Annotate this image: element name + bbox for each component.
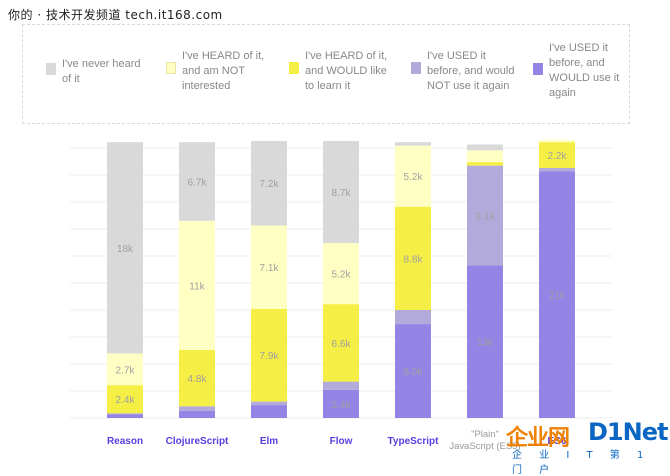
category-label: Elm	[260, 436, 278, 447]
category-label: ES6	[548, 436, 567, 447]
category-label: Reason	[107, 436, 143, 447]
legend-swatch	[46, 63, 56, 75]
legend-label: I've never heard of it	[62, 58, 141, 85]
legend-label: I've HEARD of it, and WOULD like to lear…	[305, 50, 388, 92]
bar-value-label: 4.8k	[188, 374, 208, 385]
logo-left: 企业网	[506, 426, 570, 451]
legend-swatch	[533, 63, 543, 75]
bar-value-label: 6.6k	[332, 339, 352, 350]
watermark-top: 你的 · 技术开发频道 tech.it168.com	[8, 8, 223, 22]
bar-segment	[179, 349, 215, 407]
bar-segment	[467, 150, 503, 163]
bar-value-label: 6.7k	[188, 177, 208, 188]
bar-segment	[107, 414, 143, 418]
bar-value-label: 5.2k	[332, 270, 352, 281]
legend-label: I've USED it before, and would NOT use i…	[427, 50, 515, 92]
category-label: ClojureScript	[166, 436, 229, 447]
stacked-bar-chart: 2.4k 2.7k 18k Reason 4.8k 11k 6.7k ClojureScrip…	[70, 139, 612, 452]
bar-segment	[179, 142, 215, 221]
legend: I've never heard of it I've HEARD of it,…	[22, 24, 630, 124]
bar-segment	[179, 406, 215, 411]
bar-value-label: 2.4k	[116, 395, 136, 406]
bar-segment	[395, 324, 431, 418]
bar-segment	[539, 139, 575, 143]
bar-segment	[251, 308, 287, 402]
bar-segment	[107, 385, 143, 414]
bar-segment	[539, 171, 575, 418]
logo-right: D1Net	[588, 418, 668, 446]
bar-value-label: 2.4k	[332, 400, 352, 411]
bar-value-label: 13k	[477, 338, 494, 349]
bar-segment	[395, 206, 431, 310]
bar-segment	[107, 142, 143, 354]
bar-segment	[251, 225, 287, 309]
bar-segment	[323, 389, 359, 418]
legend-label: I've USED it before, and WOULD use it ag…	[549, 42, 620, 99]
bar-segment	[323, 140, 359, 244]
category-label: JavaScript (ES5)	[449, 441, 520, 452]
bar-segment	[107, 413, 143, 415]
bar-value-label: 8.7k	[332, 188, 352, 199]
bar-value-label: 5.2k	[404, 172, 424, 183]
bar-segment	[395, 310, 431, 325]
bar-segment	[395, 142, 431, 146]
bar-segment	[395, 145, 431, 207]
bar-segment	[467, 144, 503, 151]
bar-value-label: 8.8k	[404, 254, 424, 265]
bar-segment	[323, 243, 359, 305]
bar-segment	[539, 167, 575, 172]
bar-value-label: 21k	[549, 291, 566, 302]
bar-segment	[323, 381, 359, 390]
logo-subtitle: 企 业 I T 第 1 门 户	[512, 450, 651, 476]
bar-value-label: 8.0k	[404, 367, 424, 378]
legend-label: I've HEARD of it, and am NOT interested	[182, 50, 265, 92]
bar-value-label: 2.7k	[116, 365, 136, 376]
bar-value-label: 18k	[117, 244, 134, 255]
bar-segment	[467, 162, 503, 166]
bar-value-label: 2.2k	[548, 151, 568, 162]
bar-segment	[251, 405, 287, 418]
bar-segment	[251, 401, 287, 406]
bar-segment	[323, 304, 359, 382]
bar-segment	[251, 140, 287, 226]
bar-segment	[467, 165, 503, 266]
legend-swatch	[411, 62, 421, 74]
legend-swatch	[166, 62, 176, 74]
bar-value-label: 7.1k	[260, 263, 280, 274]
bar-segment	[107, 353, 143, 386]
bar-segment	[539, 142, 575, 168]
bar-segment	[179, 220, 215, 350]
bar-value-label: 11k	[189, 281, 205, 292]
bar-segment	[467, 265, 503, 418]
bar-value-label: 9.1k	[476, 212, 496, 223]
bar-value-label: 7.9k	[260, 351, 280, 362]
bar-value-label: 7.2k	[260, 179, 280, 190]
category-label: Flow	[330, 436, 353, 447]
bar-segment	[179, 410, 215, 418]
legend-swatch	[289, 62, 299, 74]
category-label: "Plain"	[471, 429, 499, 440]
category-label: TypeScript	[388, 436, 440, 447]
